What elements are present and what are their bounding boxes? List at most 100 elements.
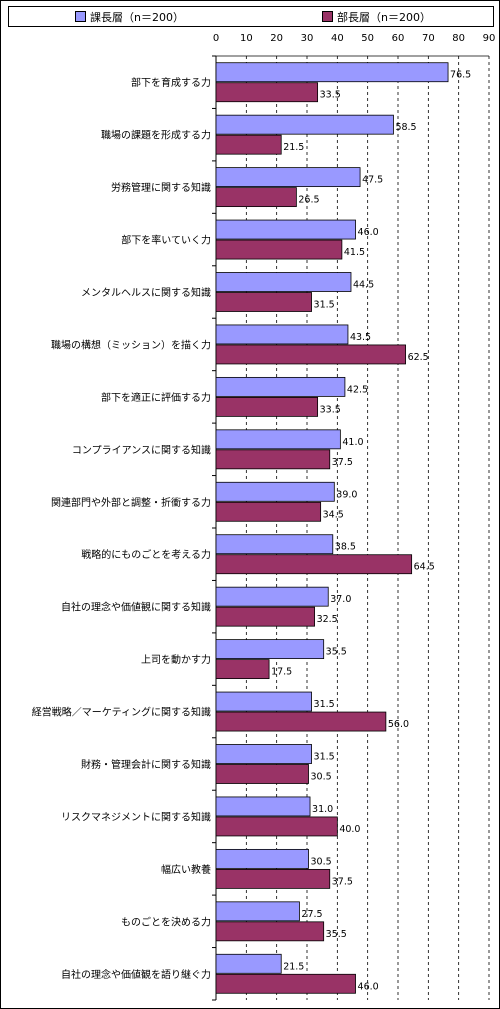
bar-bucho [215,239,343,260]
bar-kacho [215,639,325,660]
bar-bucho [215,449,331,470]
value-label-kacho: 76.5 [450,70,471,81]
category-label: 上司を動かす力 [141,653,211,666]
x-tick-label-50: 50 [361,33,374,44]
value-label-kacho: 21.5 [283,961,304,972]
value-label-bucho: 21.5 [283,142,304,153]
bar-bucho [215,973,356,994]
value-label-kacho: 31.0 [312,804,333,815]
category-label: リスクマネジメントに関する知識 [61,810,211,823]
value-label-bucho: 46.0 [358,981,379,992]
category-label: 経営戦略／マーケティングに関する知識 [32,706,211,719]
bar-kacho [215,114,394,135]
legend-item-bucho: 部長層（n＝200） [322,10,431,24]
category-label: 自社の理念や価値観に関する知識 [61,601,211,614]
category-label: 部下を育成する力 [131,76,211,89]
x-tick-label-0: 0 [213,33,219,44]
value-label-bucho: 30.5 [311,772,332,783]
category-label: メンタルヘルスに関する知識 [81,286,211,299]
bar-bucho [215,606,315,627]
value-label-kacho: 30.5 [311,856,332,867]
value-label-kacho: 27.5 [301,909,322,920]
category-label: 労務管理に関する知識 [111,181,211,194]
value-label-kacho: 58.5 [395,122,416,133]
category-label: 幅広い教養 [161,863,211,876]
bar-bucho [215,344,406,365]
bar-kacho [215,62,449,83]
x-tick-label-70: 70 [422,33,435,44]
bar-kacho [215,272,352,292]
value-label-bucho: 41.5 [344,247,365,258]
bar-bucho [215,764,309,784]
bar-kacho [215,848,309,869]
value-label-bucho: 37.5 [332,457,353,468]
legend: 課長層（n＝200） 部長層（n＝200） [8,6,494,27]
x-tick-label-40: 40 [331,33,344,44]
bar-bucho [215,816,338,837]
bar-kacho [215,167,361,188]
category-label: 自社の理念や価値観を語り継ぐ力 [61,968,211,981]
bar-kacho [215,376,346,397]
value-label-bucho: 35.5 [326,929,347,940]
bar-kacho [215,691,312,712]
value-label-bucho: 34.5 [323,509,344,520]
legend-item-kacho: 課長層（n＝200） [75,10,184,24]
bar-kacho [215,744,312,764]
bar-bucho [215,501,322,522]
x-tick-label-90: 90 [483,33,496,44]
value-label-bucho: 37.5 [332,876,353,887]
value-label-bucho: 33.5 [320,90,341,101]
bar-kacho [215,796,311,817]
category-label: 職場の課題を形成する力 [101,129,211,142]
legend-label-kacho: 課長層（n＝200） [90,10,184,24]
bar-bucho [215,134,282,155]
value-label-bucho: 64.5 [414,562,435,573]
bar-kacho [215,219,356,240]
bar-bucho [215,187,297,208]
bar-bucho [215,868,331,889]
value-label-bucho: 62.5 [408,352,429,363]
value-label-bucho: 26.5 [298,195,319,206]
value-label-kacho: 39.0 [336,489,357,500]
legend-swatch-bucho [322,11,333,22]
bar-kacho [215,534,334,555]
value-label-kacho: 35.5 [326,647,347,658]
x-tick-label-60: 60 [392,33,405,44]
value-label-kacho: 37.0 [330,594,351,605]
x-tick-label-80: 80 [452,33,465,44]
bar-bucho [215,711,387,732]
bar-kacho [215,481,335,502]
category-label: 財務・管理会計に関する知識 [81,758,211,771]
legend-label-bucho: 部長層（n＝200） [337,10,431,24]
bar-kacho [215,429,341,450]
bar-bucho [215,292,312,312]
value-label-kacho: 42.5 [347,384,368,395]
bar-kacho [215,324,349,345]
value-label-kacho: 41.0 [342,437,363,448]
value-label-bucho: 56.0 [388,719,409,730]
bar-bucho [215,921,325,942]
value-label-kacho: 46.0 [358,227,379,238]
value-label-kacho: 43.5 [350,332,371,343]
x-tick-label-30: 30 [301,33,314,44]
category-label: 戦略的にものごとを考える力 [81,548,211,561]
category-label: 部下を適正に評価する力 [101,391,211,404]
value-label-bucho: 17.5 [271,667,292,678]
value-label-bucho: 33.5 [320,404,341,415]
category-label: 関連部門や外部と調整・折衝する力 [51,496,211,509]
category-label: コンプライアンスに関する知識 [72,443,211,456]
value-label-kacho: 47.5 [362,175,383,186]
bar-bucho [215,82,319,103]
value-label-bucho: 32.5 [317,614,338,625]
category-label: ものごとを決める力 [121,915,211,928]
category-label: 職場の構想（ミッション）を描く力 [51,338,211,351]
bar-kacho [215,953,282,974]
value-label-bucho: 40.0 [339,824,360,835]
value-label-kacho: 31.5 [314,699,335,710]
bar-kacho [215,586,329,607]
value-label-kacho: 44.5 [353,280,374,291]
bar-bucho [215,396,319,417]
value-label-kacho: 38.5 [335,542,356,553]
bar-kacho [215,901,300,922]
